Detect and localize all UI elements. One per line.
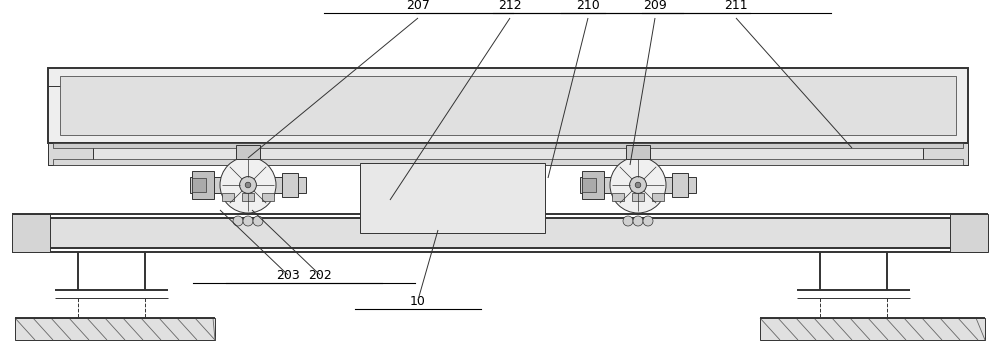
- Bar: [48, 143, 968, 165]
- Bar: [15, 318, 215, 340]
- Bar: [53, 159, 963, 165]
- Bar: [236, 145, 260, 159]
- Circle shape: [643, 216, 653, 226]
- Bar: [60, 76, 956, 135]
- Bar: [923, 143, 968, 165]
- Circle shape: [630, 177, 646, 193]
- Text: 203: 203: [276, 269, 300, 282]
- Circle shape: [240, 177, 256, 193]
- Circle shape: [633, 216, 643, 226]
- Bar: [672, 173, 688, 197]
- Bar: [760, 318, 985, 340]
- Circle shape: [610, 157, 666, 213]
- Circle shape: [233, 216, 243, 226]
- Circle shape: [220, 157, 276, 213]
- Bar: [580, 177, 696, 193]
- Bar: [53, 143, 963, 148]
- Text: 210: 210: [576, 0, 600, 12]
- Text: 212: 212: [498, 0, 522, 12]
- Bar: [192, 178, 206, 192]
- Bar: [282, 173, 298, 197]
- Circle shape: [253, 216, 263, 226]
- Bar: [222, 193, 234, 201]
- Bar: [360, 163, 545, 233]
- Bar: [652, 193, 664, 201]
- Bar: [582, 171, 604, 199]
- Bar: [15, 218, 985, 248]
- Bar: [612, 193, 624, 201]
- Circle shape: [245, 182, 251, 188]
- Bar: [950, 214, 988, 252]
- Bar: [632, 193, 644, 201]
- Text: 10: 10: [410, 295, 426, 308]
- Bar: [48, 143, 93, 165]
- Circle shape: [635, 182, 641, 188]
- Bar: [262, 193, 274, 201]
- Bar: [582, 178, 596, 192]
- Bar: [192, 171, 214, 199]
- Text: 209: 209: [643, 0, 667, 12]
- Circle shape: [243, 216, 253, 226]
- Circle shape: [623, 216, 633, 226]
- Bar: [242, 193, 254, 201]
- Text: 211: 211: [724, 0, 748, 12]
- Text: 207: 207: [406, 0, 430, 12]
- Bar: [48, 68, 968, 143]
- Bar: [190, 177, 306, 193]
- Bar: [12, 214, 50, 252]
- Text: 202: 202: [308, 269, 332, 282]
- Bar: [626, 145, 650, 159]
